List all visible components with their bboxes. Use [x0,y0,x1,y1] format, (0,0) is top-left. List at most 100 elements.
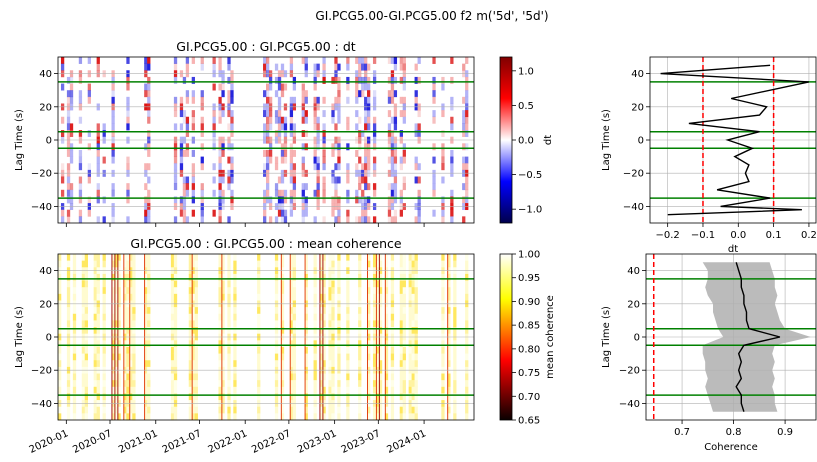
heatmap-cell [147,313,151,321]
heatmap-cell [408,340,412,348]
heatmap-cell [277,209,282,217]
heatmap-cell [465,320,469,328]
heatmap-cell [316,116,320,124]
heatmap-cell [257,254,261,261]
heatmap-cell [364,76,368,84]
heatmap-cell [289,307,294,315]
heatmap-cell [378,373,383,381]
heatmap-cell [331,76,335,84]
heatmap-cell [218,163,222,171]
heatmap-cell [289,196,294,204]
heatmap-cell [96,386,100,394]
heatmap-cell [292,386,297,394]
heatmap-cell [194,340,198,348]
heatmap-cell [227,123,231,131]
heatmap-cell [132,373,136,381]
heatmap-cell [257,380,261,388]
heatmap-cell [402,280,406,288]
heatmap-cell [126,320,130,328]
heatmap-cell [263,149,267,157]
heatmap-cell [123,386,127,394]
heatmap-cell [411,380,415,388]
heatmap-cell [283,149,288,157]
heatmap-cell [185,130,190,137]
heatmap-cell [355,163,359,171]
heatmap-cell [185,57,190,64]
heatmap-cell [358,406,362,414]
heatmap-cell [301,110,305,118]
heatmap-cell [367,149,371,157]
heatmap-cell [346,280,350,288]
heatmap-cell [322,176,326,184]
heatmap-cell [132,353,136,361]
heatmap-cell [126,183,130,191]
heatmap-cell [375,340,380,348]
heatmap-cell [375,413,380,421]
heatmap-cell [328,380,332,388]
heatmap-cell [191,196,195,204]
heatmap-cell [355,57,359,64]
heatmap-cell [194,380,198,388]
heatmap-cell [390,273,395,281]
heatmap-cell [129,360,133,368]
heatmap-cell [191,189,195,197]
heatmap-cell [313,123,317,131]
heatmap-cell [218,406,222,414]
heatmap-cell [173,196,178,204]
heatmap-cell [257,360,261,368]
heatmap-cell [96,63,100,71]
heatmap-cell [441,406,445,414]
heatmap-cell [414,327,418,334]
heatmap-cell [87,96,91,104]
heatmap-cell [182,209,187,217]
heatmap-cell [453,340,457,348]
heatmap-cell [337,293,341,301]
heatmap-cell [111,280,115,288]
heatmap-cell [60,57,65,64]
dt-profile-reference-lines [650,57,816,223]
heatmap-cell [173,413,178,421]
heatmap-cell [221,373,225,381]
heatmap-cell [179,196,184,204]
heatmap-cell [102,393,106,401]
heatmap-cell [170,280,175,288]
heatmap-cell [304,143,308,151]
heatmap-cell [364,96,368,104]
heatmap-cell [227,346,231,354]
heatmap-cell [129,280,133,288]
heatmap-cell [257,406,261,414]
heatmap-cell [304,393,308,401]
heatmap-cell [301,83,305,91]
heatmap-cell [268,116,273,124]
heatmap-cell [390,360,395,368]
heatmap-cell [322,406,326,414]
heatmap-cell [411,273,415,281]
heatmap-cell [408,380,412,388]
heatmap-cell [78,57,83,64]
heatmap-cell [191,386,195,394]
heatmap-cell [266,96,270,104]
heatmap-cell [87,130,91,137]
heatmap-cell [361,189,365,197]
heatmap-cell [393,196,398,204]
heatmap-cell [78,156,83,164]
heatmap-cell [117,360,121,368]
heatmap-cell [358,216,362,224]
heatmap-cell [102,260,106,268]
heatmap-cell [147,406,151,414]
heatmap-cell [414,413,418,421]
heatmap-cell [126,353,130,361]
heatmap-cell [147,216,151,224]
heatmap-cell [111,216,115,224]
heatmap-cell [289,96,294,104]
heatmap-cell [384,254,389,261]
heatmap-cell [191,353,195,361]
heatmap-cell [126,273,130,281]
heatmap-cell [132,386,136,394]
heatmap-cell [367,83,371,91]
heatmap-cell [337,373,341,381]
heatmap-cell [69,189,74,197]
heatmap-cell [173,163,178,171]
heatmap-cell [358,360,362,368]
